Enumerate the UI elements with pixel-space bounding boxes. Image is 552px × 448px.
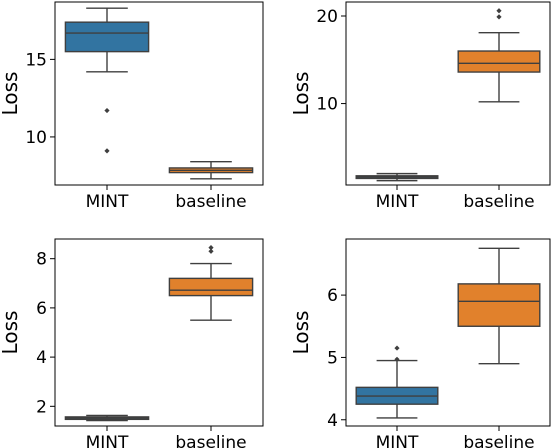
y-tick-label: 8: [36, 250, 47, 270]
box-baseline: [168, 161, 254, 180]
x-tick-label-mint: MINT: [86, 433, 129, 448]
box-baseline: [457, 8, 541, 103]
box-mint: [64, 7, 150, 154]
y-tick-label: 10: [25, 128, 47, 148]
axes-frame: [345, 1, 551, 186]
x-tick-label-baseline: baseline: [175, 433, 246, 448]
outlier-point-baseline: [208, 245, 214, 251]
outlier-point-mint: [394, 356, 400, 362]
iqr-box-mint: [64, 21, 150, 53]
x-tick-label-baseline: baseline: [463, 192, 534, 212]
y-tick-label: 2: [36, 397, 47, 417]
box-baseline: [457, 247, 541, 365]
outlier-point-mint: [104, 107, 110, 114]
subplot-bottom-left: 2 4 6 8 MINT baseline Loss: [0, 238, 264, 448]
axes-frame: [345, 238, 551, 427]
outlier-point-baseline: [208, 248, 214, 254]
y-axis-label: Loss: [289, 311, 313, 355]
y-tick-label: 6: [327, 286, 338, 306]
x-tick-label-mint: MINT: [376, 192, 419, 212]
y-axis-label: Loss: [289, 72, 313, 116]
subplot-top-left: 10 15 MINT baseline Loss: [0, 1, 264, 212]
box-mint: [64, 414, 150, 422]
y-tick-label: 4: [327, 411, 338, 431]
x-tick-label-mint: MINT: [86, 192, 129, 212]
y-tick-label: 5: [327, 348, 338, 368]
outlier-point-mint: [104, 148, 110, 154]
y-axis-label: Loss: [0, 311, 22, 355]
y-tick-label: 20: [316, 7, 338, 27]
subplot-top-right: 10 20 MINT baseline Loss: [289, 1, 551, 212]
x-tick-label-baseline: baseline: [175, 192, 246, 212]
axes-frame: [54, 1, 264, 186]
iqr-box-baseline: [457, 50, 541, 73]
x-tick-label-baseline: baseline: [463, 433, 534, 448]
outlier-point-mint: [394, 345, 400, 351]
iqr-box-baseline: [457, 283, 541, 327]
iqr-box-baseline: [168, 277, 254, 297]
outlier-point-baseline: [496, 8, 502, 14]
axes-frame: [54, 238, 264, 427]
y-tick-label: 4: [36, 348, 47, 368]
y-tick-label: 10: [316, 95, 338, 115]
box-mint: [355, 172, 439, 182]
outlier-point-baseline: [496, 14, 502, 20]
y-tick-label: 15: [25, 50, 47, 70]
y-axis-label: Loss: [0, 72, 22, 116]
box-baseline: [168, 245, 254, 321]
y-tick-label: 6: [36, 299, 47, 319]
subplot-bottom-right: 4 5 6 MINT baseline Loss: [289, 238, 551, 448]
box-mint: [355, 345, 439, 419]
x-tick-label-mint: MINT: [376, 433, 419, 448]
